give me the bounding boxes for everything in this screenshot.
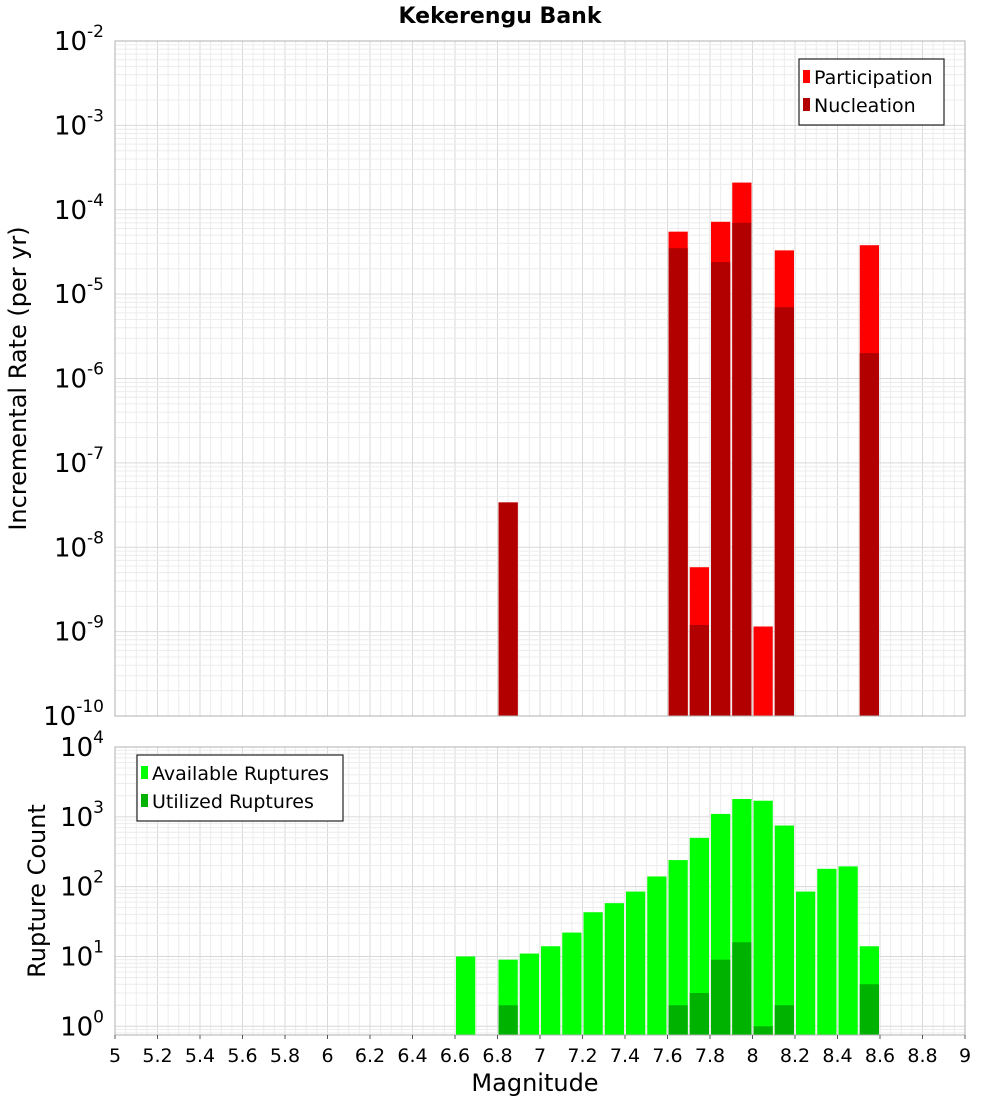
x-tick-label: 8.2 bbox=[780, 1045, 810, 1067]
x-tick-label: 5.8 bbox=[270, 1045, 300, 1067]
bar bbox=[859, 353, 879, 716]
x-tick-label: 6.6 bbox=[440, 1045, 470, 1067]
bar bbox=[668, 860, 688, 1035]
y-tick-label: 10-8 bbox=[54, 528, 104, 563]
x-tick-label: 5.4 bbox=[185, 1045, 215, 1067]
legend-swatch bbox=[803, 98, 810, 111]
x-tick-label: 6 bbox=[321, 1045, 333, 1067]
bar bbox=[753, 800, 773, 1035]
legend-label: Utilized Ruptures bbox=[152, 791, 314, 813]
legend: Available Ruptures Utilized Ruptures bbox=[136, 754, 344, 822]
x-tick-label: 8.4 bbox=[822, 1045, 852, 1067]
y-tick-label: 10-5 bbox=[54, 275, 104, 310]
incremental-rate-panel: 10-10 10-9 10-8 10-7 10-6 10-5 10-4 10-3 10-2 Inc… bbox=[4, 22, 966, 732]
bar bbox=[604, 903, 624, 1035]
series-utilized-ruptures bbox=[498, 942, 879, 1035]
bar bbox=[838, 866, 858, 1035]
bar bbox=[498, 1005, 518, 1035]
legend-swatch bbox=[141, 794, 148, 807]
rupture-count-panel: 100 101 102 103 104 Rupture Count 5 5.2 5.4 5.6 5.… bbox=[23, 728, 971, 1097]
bar bbox=[817, 868, 837, 1035]
x-axis-label: Magnitude bbox=[471, 1069, 598, 1097]
x-tick-label: 7.8 bbox=[695, 1045, 725, 1067]
y-tick-label: 101 bbox=[60, 937, 104, 972]
y-tick-label: 10-7 bbox=[54, 444, 104, 479]
bar bbox=[711, 262, 731, 716]
y-tick-label: 10-9 bbox=[54, 613, 104, 648]
y-tick-label: 103 bbox=[60, 798, 104, 833]
bar bbox=[753, 626, 773, 716]
x-tick-label: 8.6 bbox=[865, 1045, 895, 1067]
legend: Participation Nucleation bbox=[798, 58, 945, 126]
y-tick-labels: 100 101 102 103 104 bbox=[60, 728, 104, 1042]
x-tick-label: 7.6 bbox=[652, 1045, 682, 1067]
x-tick-label: 8 bbox=[746, 1045, 758, 1067]
bar bbox=[689, 992, 709, 1035]
bar bbox=[732, 942, 752, 1035]
bar bbox=[774, 825, 794, 1035]
x-tick-label: 7 bbox=[534, 1045, 546, 1067]
x-tick-label: 9 bbox=[959, 1045, 971, 1067]
x-tick-label: 5.2 bbox=[142, 1045, 172, 1067]
bar bbox=[519, 953, 539, 1035]
y-tick-label: 100 bbox=[60, 1007, 104, 1042]
bar bbox=[668, 248, 688, 717]
x-tick-label: 6.4 bbox=[397, 1045, 427, 1067]
gridlines bbox=[114, 40, 966, 717]
bar bbox=[732, 222, 752, 716]
x-tick-label: 5.6 bbox=[227, 1045, 257, 1067]
bar bbox=[774, 1005, 794, 1035]
y-tick-label: 10-2 bbox=[54, 22, 104, 57]
x-tick-label: 6.2 bbox=[355, 1045, 385, 1067]
y-tick-labels: 10-10 10-9 10-8 10-7 10-6 10-5 10-4 10-3 10-2 bbox=[43, 22, 104, 732]
bar bbox=[689, 624, 709, 716]
bar bbox=[626, 891, 646, 1035]
y-tick-label: 104 bbox=[60, 728, 104, 763]
y-axis-label: Incremental Rate (per yr) bbox=[4, 226, 32, 530]
legend-label: Participation bbox=[814, 67, 933, 89]
y-tick-label: 10-10 bbox=[43, 697, 104, 732]
bar bbox=[668, 1005, 688, 1035]
series-nucleation bbox=[498, 222, 879, 717]
legend-box bbox=[798, 58, 945, 126]
plot-border bbox=[114, 40, 966, 717]
x-tick-label: 8.8 bbox=[907, 1045, 937, 1067]
bar bbox=[562, 932, 582, 1035]
y-axis-label: Rupture Count bbox=[23, 804, 51, 978]
x-tick-label: 7.2 bbox=[567, 1045, 597, 1067]
x-tick-labels: 5 5.2 5.4 5.6 5.8 6 6.2 6.4 6.6 6.8 7 7.2 7.4 7.6 7.8 8… bbox=[109, 1035, 971, 1067]
legend-label: Available Ruptures bbox=[152, 763, 329, 785]
y-tick-label: 10-3 bbox=[54, 106, 104, 141]
bar bbox=[689, 837, 709, 1035]
legend-swatch bbox=[141, 766, 148, 779]
y-tick-label: 10-4 bbox=[54, 191, 104, 226]
x-tick-label: 6.8 bbox=[482, 1045, 512, 1067]
bar bbox=[541, 946, 561, 1035]
x-tick-label: 5 bbox=[109, 1045, 121, 1067]
bar bbox=[456, 956, 476, 1035]
bar bbox=[498, 502, 518, 716]
bar bbox=[753, 1026, 773, 1035]
legend-swatch bbox=[803, 70, 810, 83]
legend-box bbox=[136, 754, 344, 822]
bar bbox=[647, 876, 667, 1035]
y-tick-label: 102 bbox=[60, 868, 104, 903]
bar bbox=[711, 959, 731, 1035]
y-tick-label: 10-6 bbox=[54, 360, 104, 395]
bar bbox=[774, 307, 794, 716]
chart-title: Kekerengu Bank bbox=[399, 4, 603, 29]
bar bbox=[796, 891, 816, 1035]
bar bbox=[583, 912, 603, 1035]
legend-label: Nucleation bbox=[814, 95, 916, 117]
bar bbox=[859, 984, 879, 1035]
x-tick-label: 7.4 bbox=[610, 1045, 640, 1067]
